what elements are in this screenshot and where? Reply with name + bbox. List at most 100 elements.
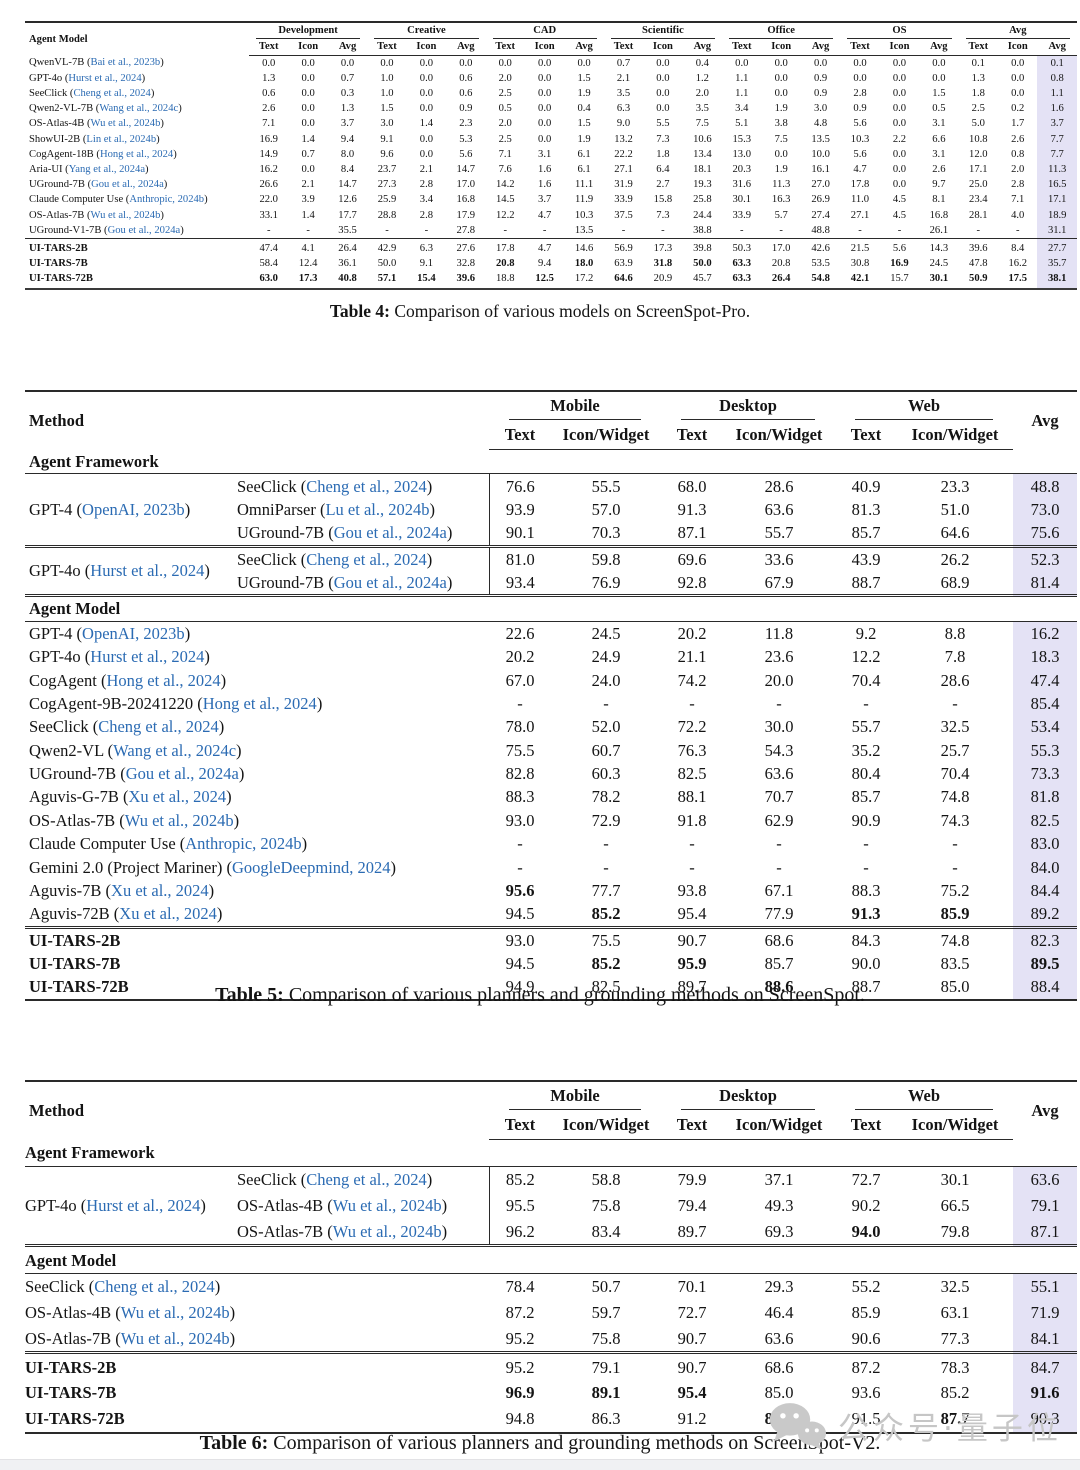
citation-link[interactable]: Gou et al., 2024a	[107, 224, 181, 236]
citation-link[interactable]: Cheng et al., 2024	[306, 476, 427, 496]
value-cell: -	[306, 224, 310, 236]
citation-link[interactable]: Hurst et al., 2024	[90, 647, 205, 667]
model-name: CogAgent-18B	[29, 148, 94, 160]
table-row: UI-TARS-2B 47.4 4.1 26.4 42.9 6.3 27.6 17.8 4.7 1…	[25, 237, 1077, 257]
value-cell: 85.4	[1013, 691, 1078, 716]
value-cell: 58.4	[259, 258, 278, 270]
citation-link[interactable]: Cheng et al., 2024	[306, 549, 427, 569]
value-cell: 13.5	[811, 133, 830, 145]
value-cell: -	[779, 224, 783, 236]
citation-link[interactable]: Xu et al., 2024	[119, 904, 217, 924]
value-cell: 14.6	[564, 237, 604, 257]
value-cell: 95.4	[677, 1383, 707, 1403]
model-row-name: Qwen2-VL (Wang et al., 2024c)	[29, 740, 242, 760]
value-cell: 5.7	[774, 209, 788, 221]
value-cell: 73.3	[1013, 761, 1078, 786]
column-group-header: Desktop	[661, 1081, 835, 1113]
value-cell: 74.8	[940, 787, 970, 807]
value-cell: 1.9	[577, 87, 591, 99]
citation-link[interactable]: Anthropic, 2024b	[129, 194, 205, 206]
citation-link[interactable]: Gou et al., 2024a	[333, 523, 447, 543]
value-cell: 17.8	[485, 237, 525, 257]
value-cell: 9.1	[380, 133, 394, 145]
value-cell: 91.3	[851, 904, 881, 924]
citation-link[interactable]: Lin et al., 2024b	[86, 133, 157, 145]
citation-link[interactable]: Gou et al., 2024a	[125, 764, 239, 784]
value-cell: 11.0	[850, 194, 870, 206]
value-cell: 89.5	[1013, 951, 1078, 976]
value-cell: 8.4	[998, 237, 1038, 257]
column-subheader: Text	[835, 1113, 898, 1140]
value-cell: 79.1	[1013, 1192, 1078, 1219]
value-cell: 0.7	[616, 57, 631, 69]
citation-link[interactable]: Yang et al., 2024a	[68, 163, 146, 175]
citation-link[interactable]: Wu et al., 2024b	[332, 1195, 442, 1215]
planner-name: GPT-4 (OpenAI, 2023b)	[29, 499, 191, 519]
value-cell: 66.5	[940, 1195, 970, 1215]
citation-link[interactable]: Cheng et al., 2024	[94, 1277, 215, 1297]
value-cell: 85.2	[591, 904, 621, 924]
value-cell: 17.9	[456, 209, 476, 221]
citation-link[interactable]: Wu et al., 2024b	[332, 1221, 442, 1241]
citation-link[interactable]: Wu et al., 2024b	[124, 810, 234, 830]
citation-link[interactable]: Xu et al., 2024	[111, 880, 209, 900]
citation-link[interactable]: Wang et al., 2024c	[113, 740, 237, 760]
citation-link[interactable]: Lu et al., 2024b	[325, 499, 430, 519]
table-row: Qwen2-VL (Wang et al., 2024c) 75.5 60.7 76.…	[25, 738, 1078, 762]
citation-link[interactable]: GoogleDeepmind, 2024	[231, 857, 391, 877]
citation-link[interactable]: Wu et al., 2024b	[90, 209, 161, 221]
column-subheader: Text	[603, 40, 644, 56]
value-cell: 72.7	[851, 1170, 881, 1190]
value-cell: -	[517, 857, 523, 877]
value-cell: 42.1	[850, 273, 870, 285]
value-cell: 53.5	[811, 258, 830, 270]
citation-link[interactable]: OpenAI, 2023b	[82, 499, 185, 519]
table-row: OS-Atlas-7B (Wu et al., 2024b) 33.1 1.4 17.…	[25, 207, 1077, 223]
value-cell: 27.1	[850, 209, 870, 221]
value-cell: 39.6	[958, 237, 999, 257]
citation-link[interactable]: Hurst et al., 2024	[86, 1195, 201, 1215]
citation-link[interactable]: Hurst et al., 2024	[68, 72, 142, 84]
citation-link[interactable]: OpenAI, 2023b	[82, 623, 185, 643]
value-cell: 83.4	[591, 1221, 621, 1241]
value-cell: 5.3	[459, 133, 473, 145]
value-cell: 11.9	[575, 194, 594, 206]
value-cell: 24.5	[591, 623, 621, 643]
model-name: OS-Atlas-4B	[29, 118, 85, 130]
value-cell: 1.8	[971, 87, 985, 99]
citation-link[interactable]: Bai et al., 2023b	[90, 57, 161, 69]
column-header-method: Method	[29, 1100, 84, 1120]
value-cell: 25.0	[969, 179, 988, 191]
citation-link[interactable]: Anthropic, 2024b	[185, 834, 302, 854]
value-cell: 20.9	[653, 273, 673, 285]
value-cell: 82.8	[505, 764, 535, 784]
value-cell: 73.0	[1013, 497, 1078, 522]
citation-link[interactable]: Hong et al., 2024	[99, 148, 174, 160]
model-row-name: Aguvis-7B (Xu et al., 2024)	[29, 880, 215, 900]
citation-link[interactable]: Hurst et al., 2024	[90, 561, 205, 581]
citation-link[interactable]: Wu et al., 2024b	[90, 118, 161, 130]
value-cell: 1.7	[1011, 118, 1025, 130]
citation-link[interactable]: Wu et al., 2024b	[120, 1328, 230, 1348]
citation-link[interactable]: Hong et al., 2024	[106, 670, 221, 690]
citation-link[interactable]: Wang et al., 2024c	[99, 103, 179, 115]
citation-link[interactable]: Xu et al., 2024	[128, 787, 227, 807]
citation-link[interactable]: Cheng et al., 2024	[98, 717, 219, 737]
value-cell: 0.9	[459, 103, 473, 115]
value-cell: 2.3	[459, 118, 473, 130]
citation-link[interactable]: Cheng et al., 2024	[306, 1170, 427, 1190]
value-cell: 68.6	[723, 925, 836, 952]
citation-link[interactable]: Hong et al., 2024	[202, 693, 317, 713]
citation-link[interactable]: Gou et al., 2024a	[91, 179, 164, 191]
value-cell: 63.6	[764, 764, 794, 784]
citation-link[interactable]: Wu et al., 2024b	[120, 1303, 230, 1323]
value-cell: 68.9	[940, 573, 970, 593]
value-cell: 1.0	[380, 87, 394, 99]
value-cell: 12.4	[298, 258, 318, 270]
value-cell: 42.9	[367, 237, 407, 257]
citation-link[interactable]: Gou et al., 2024a	[333, 573, 447, 593]
value-cell: 84.0	[1013, 855, 1078, 879]
citation-link[interactable]: Cheng et al., 2024	[73, 87, 151, 99]
column-subheader: Icon	[879, 40, 920, 56]
value-cell: 95.5	[505, 1195, 535, 1215]
